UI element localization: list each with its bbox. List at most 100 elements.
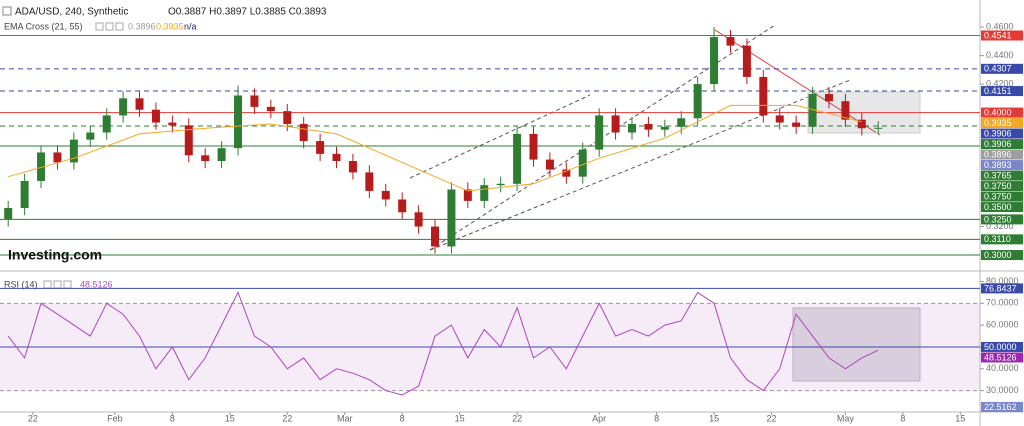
level-label-box bbox=[981, 107, 1023, 118]
level-label-box bbox=[981, 250, 1023, 261]
level-label: 0.3500 bbox=[984, 202, 1012, 212]
indicator-icon[interactable] bbox=[105, 22, 114, 31]
x-tick-label: 22 bbox=[28, 413, 38, 423]
level-label-box bbox=[981, 139, 1023, 150]
candle-body bbox=[316, 141, 325, 154]
candle-body bbox=[792, 122, 801, 127]
candle-body bbox=[53, 152, 62, 163]
level-label: 0.3110 bbox=[984, 234, 1011, 244]
candle-body bbox=[496, 183, 505, 186]
level-label-box bbox=[981, 170, 1023, 181]
toggle-icon[interactable] bbox=[2, 6, 12, 16]
y-tick-label: 70.0000 bbox=[986, 298, 1019, 308]
candle-body bbox=[447, 189, 456, 247]
x-tick-label: 8 bbox=[654, 413, 659, 423]
trend-line bbox=[714, 29, 881, 136]
candle-body bbox=[184, 125, 193, 156]
level-label-box bbox=[981, 86, 1023, 97]
candle-body bbox=[513, 133, 522, 184]
level-label-box bbox=[981, 149, 1023, 160]
y-tick-label: 40.0000 bbox=[986, 363, 1019, 373]
candle-body bbox=[20, 180, 29, 209]
level-label: 0.3893 bbox=[984, 160, 1012, 170]
candle-body bbox=[759, 76, 768, 116]
candle-body bbox=[250, 95, 259, 107]
level-label: 50.0000 bbox=[984, 342, 1017, 352]
candle-body bbox=[86, 132, 95, 140]
x-tick-label: Mar bbox=[337, 413, 353, 423]
level-label-box bbox=[981, 63, 1023, 74]
indicator-icon[interactable] bbox=[115, 22, 124, 31]
level-label-box bbox=[981, 352, 1023, 363]
candle-body bbox=[234, 95, 243, 149]
x-tick-label: 22 bbox=[282, 413, 292, 423]
candle-body bbox=[562, 169, 571, 177]
candle-body bbox=[266, 106, 275, 112]
candle-body bbox=[841, 101, 850, 120]
candle-body bbox=[398, 199, 407, 213]
level-label: 0.4307 bbox=[984, 64, 1012, 74]
labels: ADA/USD, 240, Synthetic O0.3887 H0.3897 … bbox=[4, 7, 327, 290]
rsi-line bbox=[7, 291, 879, 396]
y-tick-label: 0.4400 bbox=[986, 50, 1014, 60]
x-tick-label: 22 bbox=[767, 413, 777, 423]
candle-body bbox=[4, 208, 13, 220]
indicator-value: n/a bbox=[184, 21, 197, 31]
candle-body bbox=[808, 94, 817, 127]
level-label: 0.3000 bbox=[984, 250, 1012, 260]
candle-body bbox=[365, 172, 374, 191]
y-tick-label: 0.3200 bbox=[986, 221, 1014, 231]
candle-body bbox=[37, 152, 46, 181]
candle-body bbox=[726, 37, 735, 46]
candle-body bbox=[693, 84, 702, 119]
indicator-value: 48.5126 bbox=[80, 279, 113, 289]
candle-body bbox=[578, 149, 587, 177]
level-label: 0.3896 bbox=[984, 149, 1012, 159]
y-tick-label: 80.0000 bbox=[986, 276, 1019, 286]
candle-body bbox=[545, 159, 554, 170]
x-tick-label: 8 bbox=[900, 413, 905, 423]
channel-line bbox=[429, 79, 851, 251]
candle-body bbox=[824, 94, 833, 102]
indicator-value: 0.3935 bbox=[156, 21, 184, 31]
candle-body bbox=[332, 153, 341, 162]
marks: 0.4600 0.4400 0.4200 0.3200 0.4541 0.4307 0.41… bbox=[0, 21, 1023, 423]
level-label-box bbox=[981, 181, 1023, 192]
chart-title: ADA/USD, 240, Synthetic bbox=[15, 7, 128, 18]
level-label-box bbox=[981, 234, 1023, 245]
candle-body bbox=[151, 109, 160, 123]
level-label: 0.3765 bbox=[984, 170, 1012, 180]
indicator-name: EMA Cross (21, 55) bbox=[4, 21, 83, 31]
candle-body bbox=[168, 122, 177, 126]
level-label: 0.3250 bbox=[984, 214, 1012, 224]
ohlc-readout: O0.3887 H0.3897 L0.3885 C0.3893 bbox=[168, 7, 327, 18]
ema-line bbox=[8, 104, 862, 192]
level-label: 22.5162 bbox=[984, 402, 1017, 412]
level-label: 0.3750 bbox=[984, 191, 1012, 201]
indicator-icon[interactable] bbox=[95, 22, 104, 31]
level-label: 0.4151 bbox=[984, 86, 1012, 96]
candle-body bbox=[119, 98, 128, 116]
candle-body bbox=[627, 123, 636, 133]
level-label: 0.3935 bbox=[984, 118, 1012, 128]
y-tick-label: 0.4200 bbox=[986, 78, 1014, 88]
candle-body bbox=[348, 161, 357, 173]
candle-body bbox=[480, 185, 489, 201]
level-label-box bbox=[981, 214, 1023, 225]
highlight-box bbox=[792, 307, 921, 382]
level-label-box bbox=[981, 128, 1023, 139]
x-tick-label: 8 bbox=[170, 413, 175, 423]
x-tick-label: Apr bbox=[592, 413, 606, 423]
level-label-box bbox=[981, 401, 1023, 412]
channel-line bbox=[409, 94, 591, 179]
candle-body bbox=[102, 115, 111, 133]
level-label-box bbox=[981, 283, 1023, 294]
x-tick-label: 15 bbox=[455, 413, 465, 423]
x-tick-label: Feb bbox=[107, 413, 123, 423]
level-label: 76.8437 bbox=[984, 283, 1017, 293]
level-label: 0.4000 bbox=[984, 107, 1012, 117]
level-label-box bbox=[981, 160, 1023, 171]
indicator-name: RSI (14) bbox=[4, 279, 38, 289]
x-tick-label: 22 bbox=[512, 413, 522, 423]
